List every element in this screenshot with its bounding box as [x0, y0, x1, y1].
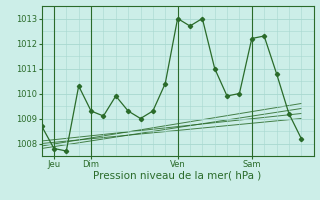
- X-axis label: Pression niveau de la mer( hPa ): Pression niveau de la mer( hPa ): [93, 171, 262, 181]
